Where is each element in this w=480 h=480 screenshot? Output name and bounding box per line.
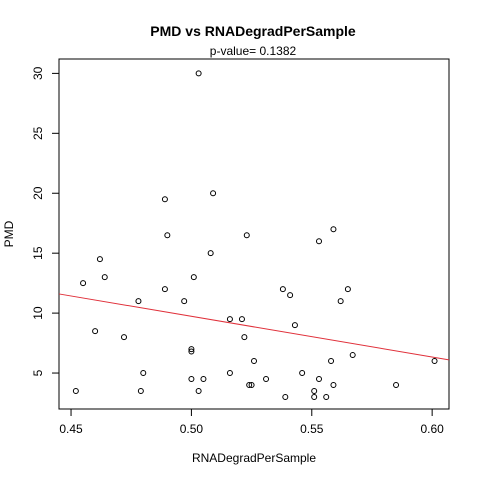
plot-frame [58, 58, 450, 410]
y-tick-label: 20 [31, 186, 45, 200]
data-point [161, 196, 168, 203]
data-point [226, 370, 233, 377]
data-point [291, 322, 298, 329]
data-point [80, 280, 87, 287]
y-tick-label: 5 [31, 369, 45, 376]
data-point [188, 376, 195, 383]
data-point [72, 388, 79, 395]
chart-subtitle: p-value= 0.1382 [210, 44, 297, 58]
x-axis-label: RNADegradPerSample [192, 451, 316, 465]
data-point [190, 274, 197, 281]
y-axis: 5 10 15 20 25 30 [31, 66, 59, 376]
regression-line [58, 293, 450, 361]
data-point [135, 298, 142, 305]
data-point [195, 388, 202, 395]
data-point [161, 286, 168, 293]
data-point [238, 316, 245, 323]
data-point [316, 376, 322, 383]
data-point [137, 388, 144, 395]
data-point [92, 328, 99, 335]
y-tick-label: 30 [31, 66, 45, 80]
y-tick-label: 15 [31, 246, 45, 260]
data-point [299, 370, 306, 377]
data-point [282, 394, 289, 401]
data-point [337, 298, 344, 305]
data-point [393, 382, 400, 389]
data-point [330, 226, 337, 233]
data-point [248, 382, 255, 389]
data-point [279, 286, 286, 293]
data-point [311, 394, 318, 401]
data-point [164, 232, 171, 239]
data-point [188, 346, 195, 353]
chart-title: PMD vs RNADegradPerSample [150, 23, 356, 39]
data-point [195, 70, 202, 77]
data-point [101, 274, 108, 281]
data-point [210, 190, 217, 197]
x-tick-label: 0.50 [180, 422, 204, 436]
data-point [330, 382, 337, 389]
data-point [311, 388, 318, 395]
data-point [207, 250, 214, 257]
data-point [121, 334, 127, 341]
data-point [188, 348, 195, 355]
data-point [287, 292, 294, 299]
data-point [328, 358, 335, 365]
data-point [181, 298, 188, 305]
y-tick-label: 25 [31, 126, 45, 140]
data-point [241, 334, 248, 341]
y-axis-label: PMD [2, 220, 16, 247]
x-axis: 0.45 0.50 0.55 0.60 [59, 409, 444, 436]
points-layer [72, 70, 438, 401]
data-point [323, 394, 330, 401]
data-point [344, 286, 351, 293]
data-point [431, 358, 438, 365]
data-point [243, 232, 250, 239]
data-point [246, 382, 253, 389]
data-point [316, 238, 322, 245]
regression-layer [58, 293, 450, 361]
data-point [251, 358, 257, 365]
x-tick-label: 0.55 [300, 422, 324, 436]
data-point [96, 256, 103, 263]
x-tick-label: 0.60 [420, 422, 444, 436]
data-point [263, 376, 270, 383]
data-point [349, 352, 356, 359]
x-tick-label: 0.45 [59, 422, 83, 436]
y-tick-label: 10 [31, 306, 45, 320]
data-point [226, 316, 233, 323]
data-point [200, 376, 207, 383]
data-point [140, 370, 147, 377]
